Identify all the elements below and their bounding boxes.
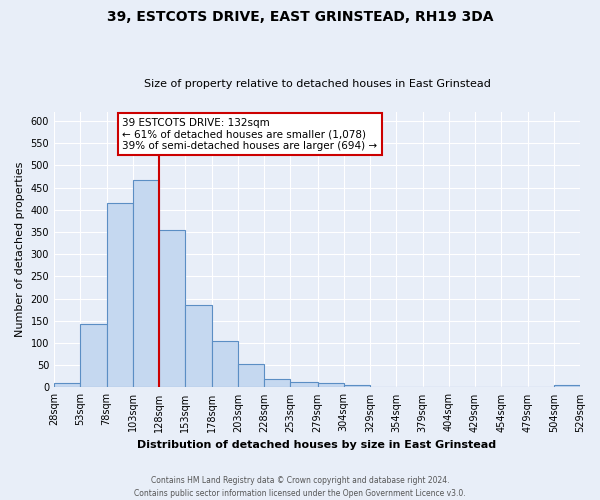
Bar [107, 203, 133, 388]
Bar [159, 230, 185, 388]
Bar [554, 385, 580, 388]
Title: Size of property relative to detached houses in East Grinstead: Size of property relative to detached ho… [143, 79, 490, 89]
Text: Contains HM Land Registry data © Crown copyright and database right 2024.
Contai: Contains HM Land Registry data © Crown c… [134, 476, 466, 498]
Bar [264, 380, 290, 388]
Bar [317, 382, 344, 388]
X-axis label: Distribution of detached houses by size in East Grinstead: Distribution of detached houses by size … [137, 440, 497, 450]
Bar [54, 383, 80, 388]
Bar [344, 385, 370, 388]
Bar [290, 382, 317, 388]
Bar [80, 324, 107, 388]
Text: 39 ESTCOTS DRIVE: 132sqm
← 61% of detached houses are smaller (1,078)
39% of sem: 39 ESTCOTS DRIVE: 132sqm ← 61% of detach… [122, 118, 377, 150]
Bar [238, 364, 264, 388]
Text: 39, ESTCOTS DRIVE, EAST GRINSTEAD, RH19 3DA: 39, ESTCOTS DRIVE, EAST GRINSTEAD, RH19 … [107, 10, 493, 24]
Y-axis label: Number of detached properties: Number of detached properties [15, 162, 25, 338]
Bar [370, 386, 396, 388]
Bar [133, 180, 159, 388]
Bar [212, 341, 238, 388]
Bar [185, 305, 212, 388]
